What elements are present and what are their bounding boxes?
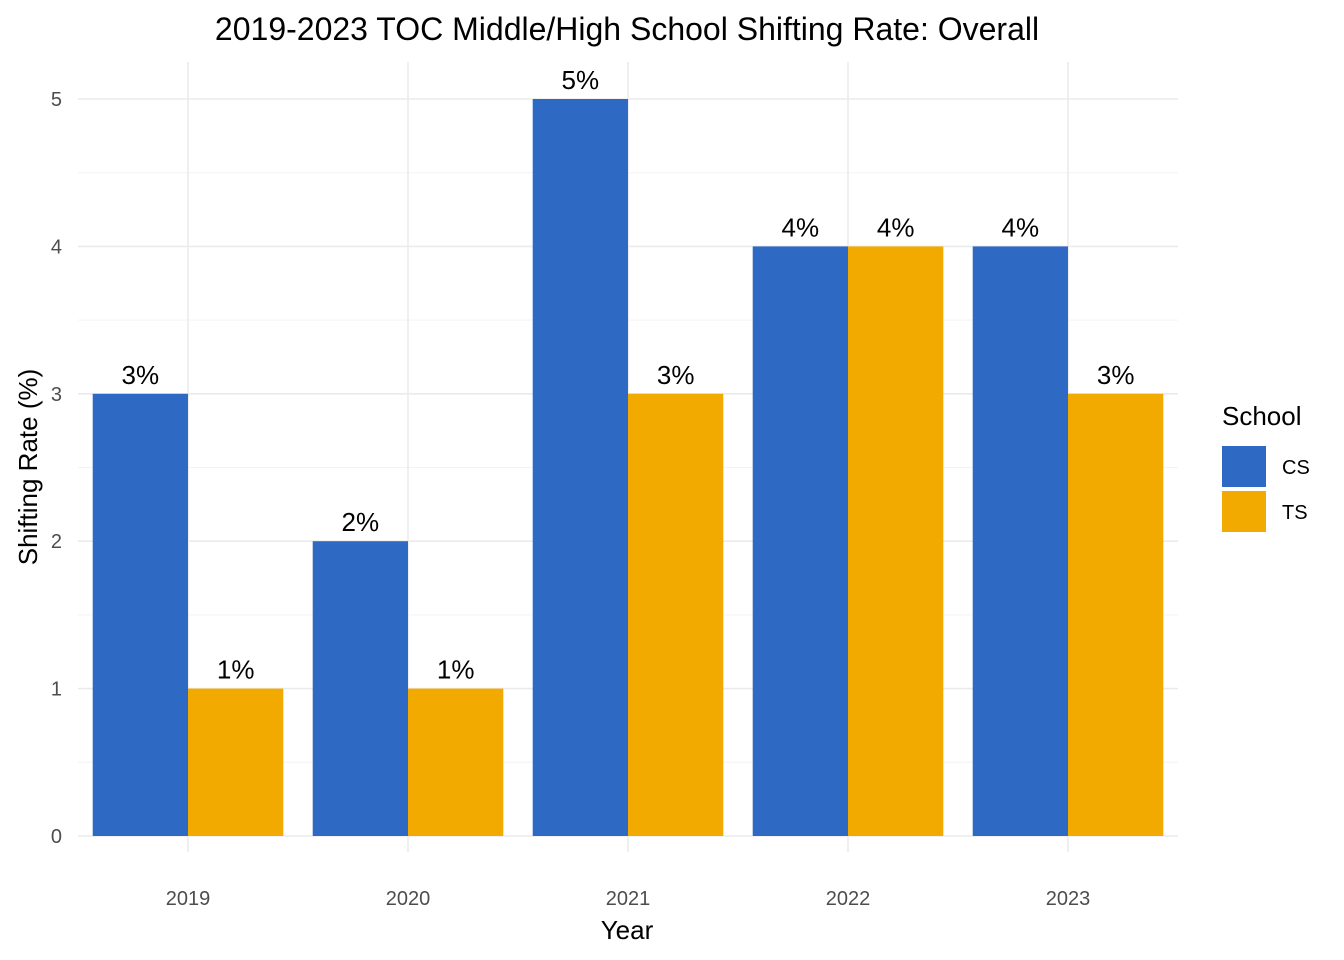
y-axis-ticks: 0 1 2 3 4 5 — [51, 89, 62, 848]
data-label-ts-2021: 3% — [657, 360, 695, 390]
bar-ts-2020 — [408, 688, 504, 836]
x-axis-ticks: 2019 2020 2021 2022 2023 — [166, 888, 1091, 910]
data-label-ts-2022: 4% — [877, 212, 915, 242]
bar-cs-2021 — [532, 99, 628, 836]
x-tick-label: 2023 — [1046, 888, 1091, 910]
y-tick-label: 4 — [51, 236, 62, 258]
legend-swatch-ts — [1222, 491, 1266, 532]
data-label-ts-2023: 3% — [1097, 360, 1135, 390]
data-label-cs-2019: 3% — [122, 360, 160, 390]
data-labels: 3% 2% 5% 4% 4% 1% 1% 3% 4% 3% — [122, 65, 1135, 685]
y-tick-label: 1 — [51, 679, 62, 701]
bar-ts-2021 — [628, 393, 724, 836]
x-tick-label: 2020 — [386, 888, 431, 910]
legend: School CS TS — [1222, 401, 1310, 532]
y-tick-label: 3 — [51, 384, 62, 406]
legend-label-ts: TS — [1282, 502, 1308, 524]
bar-ts-2019 — [188, 688, 284, 836]
y-tick-label: 2 — [51, 531, 62, 553]
bar-ts-2023 — [1068, 393, 1164, 836]
bar-cs-2022 — [752, 246, 848, 836]
data-label-cs-2021: 5% — [562, 65, 600, 95]
data-label-cs-2020: 2% — [342, 507, 380, 537]
bar-cs-2023 — [972, 246, 1068, 836]
y-axis-title: Shifting Rate (%) — [13, 369, 43, 566]
bar-cs-2020 — [312, 541, 408, 836]
x-tick-label: 2019 — [166, 888, 211, 910]
data-label-cs-2023: 4% — [1002, 212, 1040, 242]
y-tick-label: 5 — [51, 89, 62, 111]
data-label-cs-2022: 4% — [782, 212, 820, 242]
bar-cs-2019 — [92, 393, 188, 836]
bar-ts-2022 — [848, 246, 944, 836]
x-axis-title: Year — [601, 915, 654, 945]
bars — [92, 99, 1164, 836]
legend-label-cs: CS — [1282, 457, 1310, 479]
chart-title: 2019-2023 TOC Middle/High School Shiftin… — [215, 11, 1039, 47]
x-tick-label: 2021 — [606, 888, 651, 910]
legend-title: School — [1222, 401, 1302, 431]
data-label-ts-2019: 1% — [217, 655, 255, 685]
y-tick-label: 0 — [51, 826, 62, 848]
data-label-ts-2020: 1% — [437, 655, 475, 685]
x-tick-label: 2022 — [826, 888, 871, 910]
legend-swatch-cs — [1222, 446, 1266, 487]
